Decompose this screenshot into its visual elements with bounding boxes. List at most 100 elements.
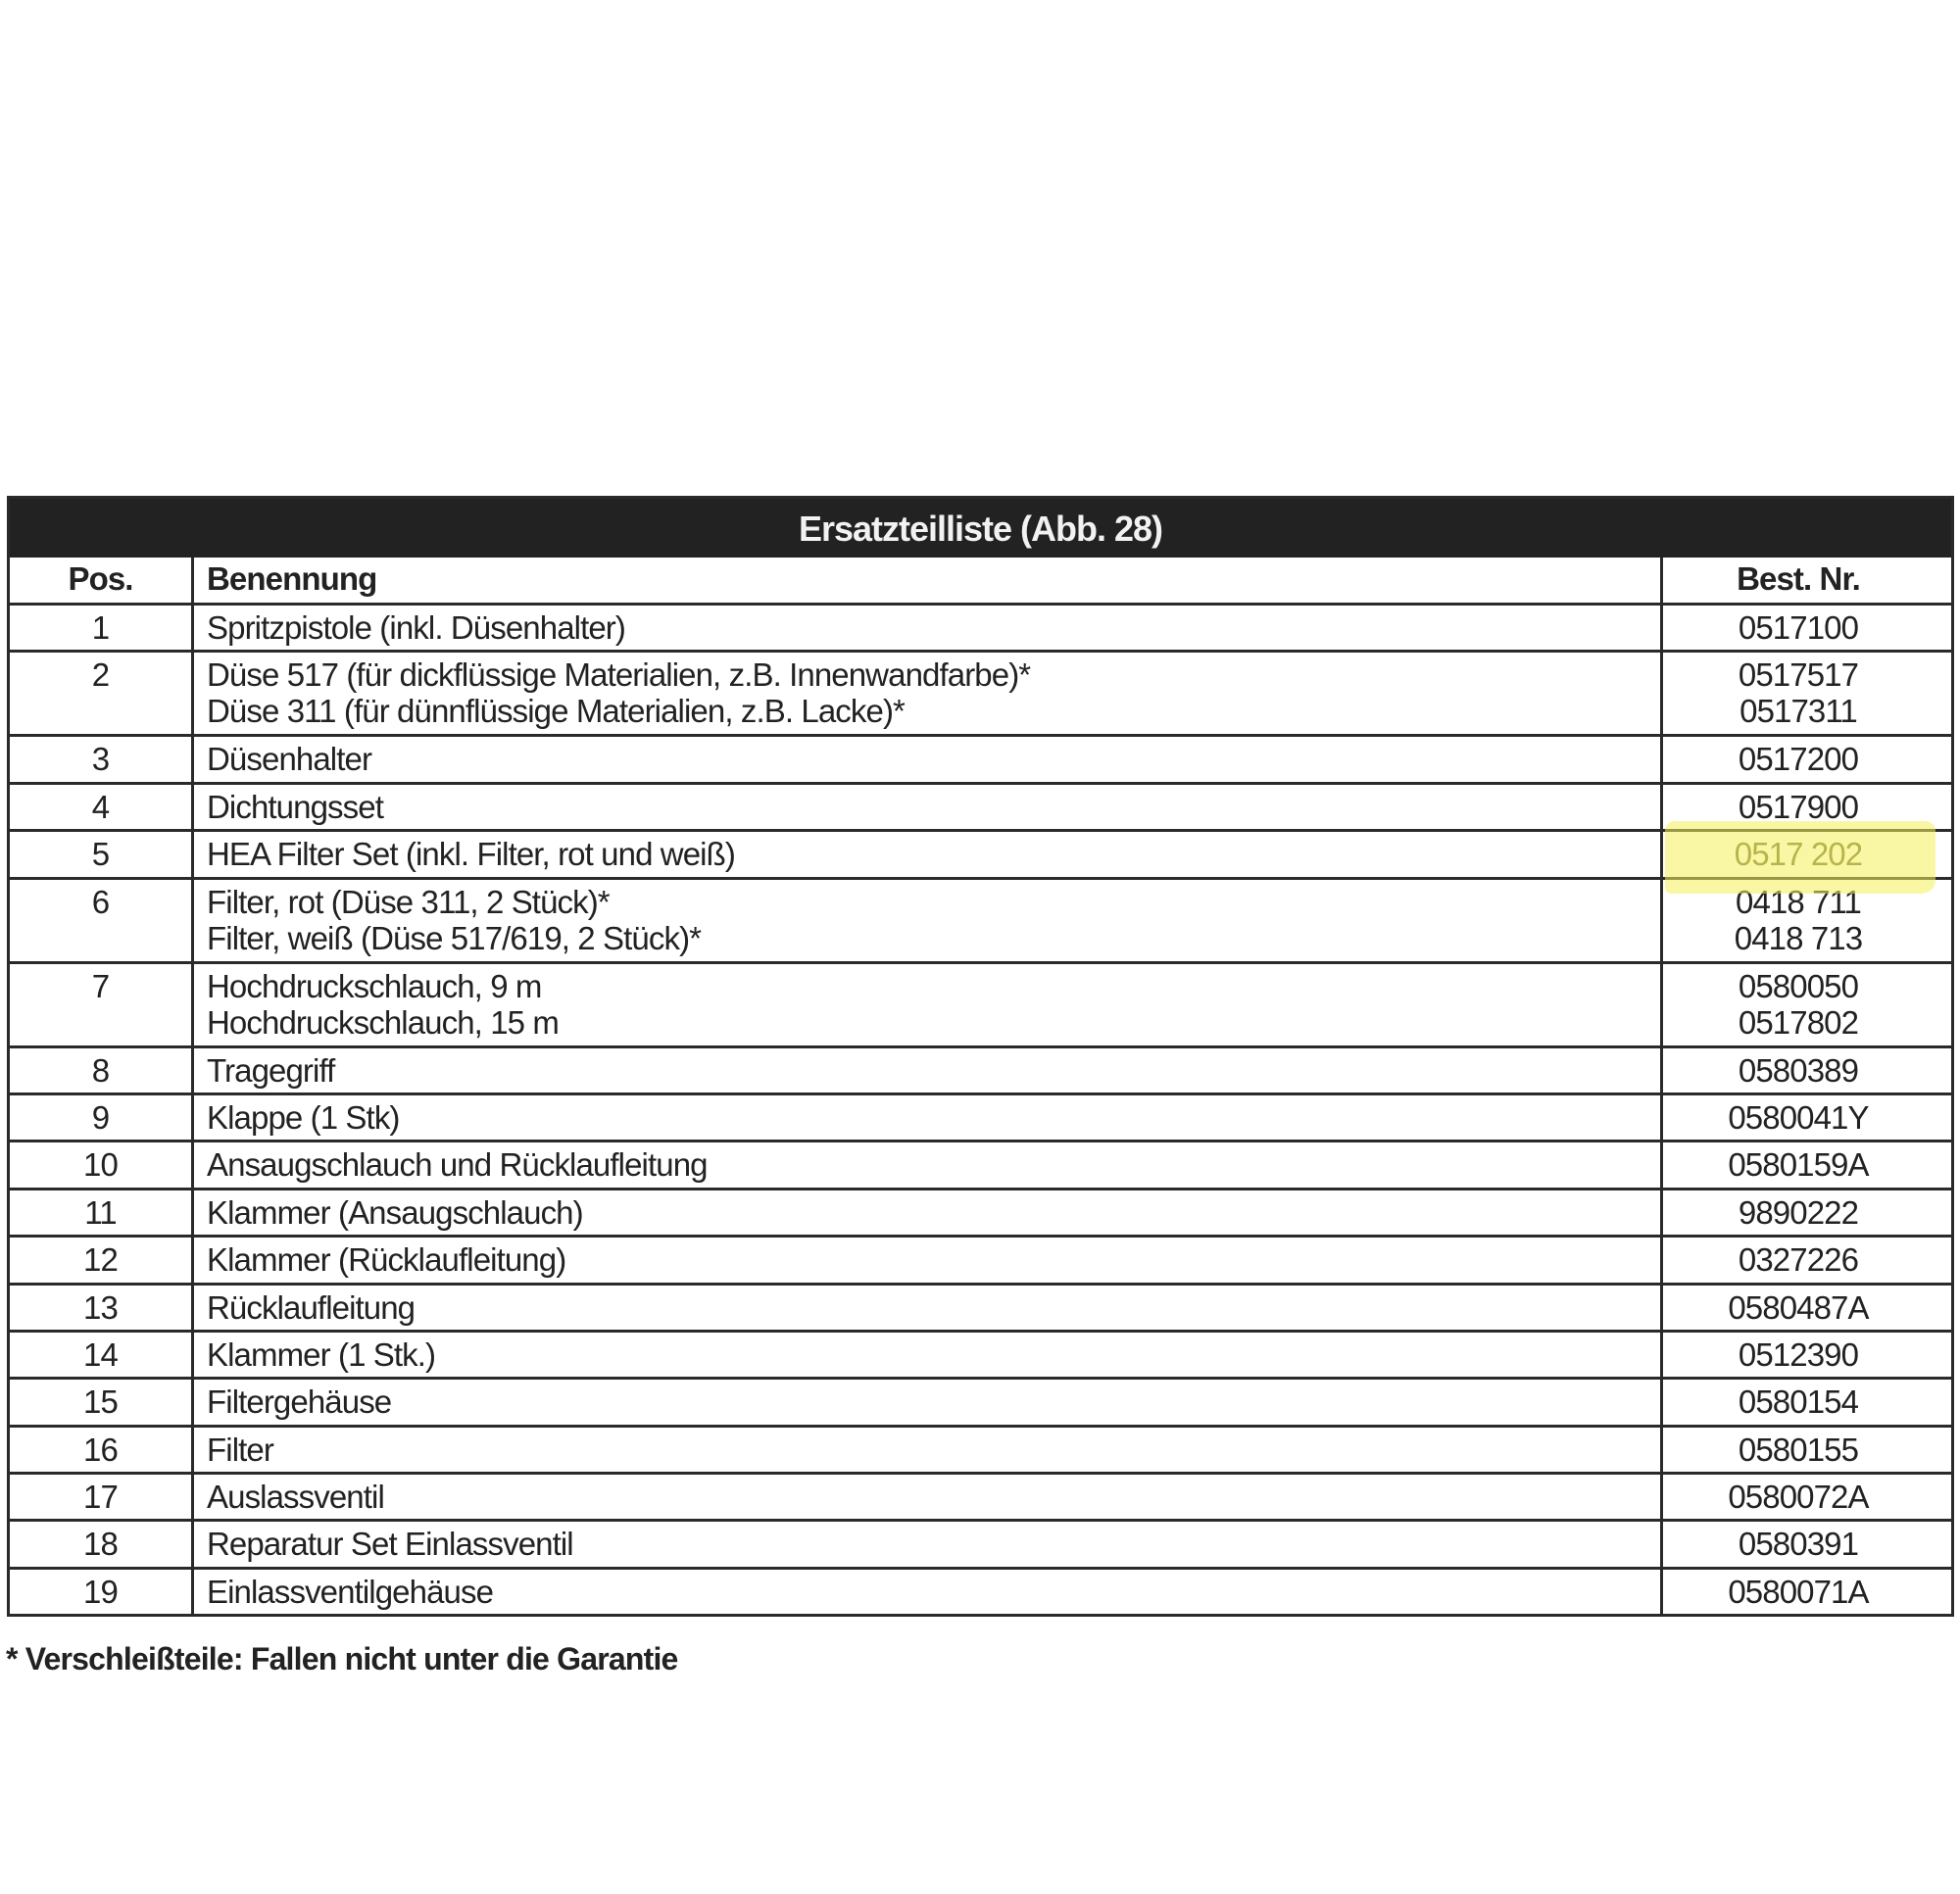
order-number: 9890222 xyxy=(1738,1193,1859,1231)
part-name: Reparatur Set Einlassventil xyxy=(207,1526,574,1563)
part-name: Klammer (1 Stk.) xyxy=(207,1336,436,1373)
table-row: 7 Hochdruckschlauch, 9 m Hochdruckschlauch… xyxy=(10,960,1951,1045)
table-row: 1 Spritzpistole (inkl. Düsenhalter) 051710… xyxy=(10,603,1951,651)
cell-pos: 12 xyxy=(10,1238,194,1283)
cell-pos: 10 xyxy=(10,1142,194,1188)
cell-pos: 17 xyxy=(10,1475,194,1520)
order-number: 0517100 xyxy=(1738,609,1859,646)
order-number: 0580155 xyxy=(1738,1431,1859,1468)
cell-pos: 11 xyxy=(10,1190,194,1236)
cell-name: Tragegriff xyxy=(194,1047,1663,1093)
cell-name: Klappe (1 Stk) xyxy=(194,1094,1663,1141)
order-number: 0580050 xyxy=(1738,967,1859,1004)
order-number: 0580389 xyxy=(1738,1051,1859,1089)
order-number: 0517900 xyxy=(1738,788,1859,825)
order-number: 0418 711 xyxy=(1736,883,1862,920)
cell-order-number: 0418 711 0418 713 xyxy=(1663,880,1951,961)
cell-order-number: 0517517 0517311 xyxy=(1663,653,1951,734)
cell-order-number: 0517200 xyxy=(1663,737,1951,781)
cell-order-number: 0580041Y xyxy=(1663,1095,1951,1140)
cell-name: Hochdruckschlauch, 9 m Hochdruckschlauch,… xyxy=(194,963,1663,1045)
order-number: 0512390 xyxy=(1738,1336,1859,1373)
order-number: 0580487A xyxy=(1728,1288,1869,1326)
table-row: 19 Einlassventilgehäuse 0580071A xyxy=(10,1566,1951,1615)
cell-name: Reparatur Set Einlassventil xyxy=(194,1522,1663,1567)
table-row: 11 Klammer (Ansaugschlauch) 9890222 xyxy=(10,1187,1951,1236)
cell-order-number: 0580154 xyxy=(1663,1380,1951,1424)
order-number: 0580391 xyxy=(1738,1526,1859,1563)
part-name: Tragegriff xyxy=(207,1051,335,1089)
part-name: Düse 517 (für dickflüssige Materialien, … xyxy=(207,656,1031,694)
table-row: 2 Düse 517 (für dickflüssige Materialien,… xyxy=(10,650,1951,735)
cell-name: HEA Filter Set (inkl. Filter, rot und we… xyxy=(194,832,1663,877)
table-row: 3 Düsenhalter 0517200 xyxy=(10,734,1951,782)
cell-order-number: 9890222 xyxy=(1663,1190,1951,1235)
cell-name: Filter, rot (Düse 311, 2 Stück)* Filter, … xyxy=(194,879,1663,961)
part-name: Hochdruckschlauch, 9 m xyxy=(207,967,542,1004)
cell-order-number: 0512390 xyxy=(1663,1333,1951,1377)
order-number: 0517 202 xyxy=(1734,836,1863,873)
header-pos: Pos. xyxy=(10,558,194,603)
cell-pos: 15 xyxy=(10,1380,194,1425)
table-row: 18 Reparatur Set Einlassventil 0580391 xyxy=(10,1519,1951,1567)
cell-order-number: 0580072A xyxy=(1663,1475,1951,1519)
part-name: Filter, rot (Düse 311, 2 Stück)* xyxy=(207,883,611,920)
cell-order-number: 0580391 xyxy=(1663,1522,1951,1566)
table-row: 17 Auslassventil 0580072A xyxy=(10,1472,1951,1520)
table-row: 5 HEA Filter Set (inkl. Filter, rot und w… xyxy=(10,829,1951,877)
cell-pos: 16 xyxy=(10,1427,194,1473)
cell-pos: 18 xyxy=(10,1522,194,1567)
cell-pos: 1 xyxy=(10,606,194,651)
cell-pos: 19 xyxy=(10,1569,194,1615)
cell-pos: 2 xyxy=(10,653,194,735)
cell-order-number: 0327226 xyxy=(1663,1238,1951,1282)
table-row: 15 Filtergehäuse 0580154 xyxy=(10,1377,1951,1425)
cell-name: Einlassventilgehäuse xyxy=(194,1569,1663,1615)
cell-name: Dichtungsset xyxy=(194,784,1663,830)
cell-pos: 6 xyxy=(10,879,194,961)
table-row: 9 Klappe (1 Stk) 0580041Y xyxy=(10,1092,1951,1141)
cell-name: Düsenhalter xyxy=(194,737,1663,782)
table-row: 13 Rücklaufleitung 0580487A xyxy=(10,1282,1951,1330)
order-number: 0580072A xyxy=(1728,1479,1869,1516)
table-row: 6 Filter, rot (Düse 311, 2 Stück)* Filter,… xyxy=(10,876,1951,961)
part-name: Filter xyxy=(207,1431,274,1468)
cell-pos: 4 xyxy=(10,784,194,830)
header-name: Benennung xyxy=(194,558,1663,603)
cell-pos: 5 xyxy=(10,832,194,877)
cell-name: Düse 517 (für dickflüssige Materialien, … xyxy=(194,653,1663,735)
cell-pos: 3 xyxy=(10,737,194,782)
order-number: 0517200 xyxy=(1738,741,1859,778)
part-name: Klammer (Ansaugschlauch) xyxy=(207,1193,584,1231)
cell-name: Ansaugschlauch und Rücklaufleitung xyxy=(194,1142,1663,1188)
cell-name: Klammer (Ansaugschlauch) xyxy=(194,1190,1663,1236)
cell-name: Spritzpistole (inkl. Düsenhalter) xyxy=(194,606,1663,651)
table-body: 1 Spritzpistole (inkl. Düsenhalter) 051710… xyxy=(10,603,1951,1615)
header-order-number: Best. Nr. xyxy=(1737,560,1861,597)
order-number: 0580041Y xyxy=(1728,1098,1869,1136)
part-name: Düsenhalter xyxy=(207,741,372,778)
cell-pos: 9 xyxy=(10,1094,194,1141)
cell-order-number: 0580389 xyxy=(1663,1048,1951,1093)
part-name: Filtergehäuse xyxy=(207,1384,392,1421)
order-number: 0517517 xyxy=(1738,656,1859,694)
part-name: Auslassventil xyxy=(207,1479,385,1516)
cell-order-number: 0517900 xyxy=(1663,785,1951,829)
part-name: Spritzpistole (inkl. Düsenhalter) xyxy=(207,609,626,646)
spare-parts-table: Ersatzteilliste (Abb. 28) Pos. Benennung… xyxy=(7,496,1954,1618)
cell-name: Auslassventil xyxy=(194,1475,1663,1520)
cell-name: Rücklaufleitung xyxy=(194,1285,1663,1330)
part-name: Filter, weiß (Düse 517/619, 2 Stück)* xyxy=(207,919,702,956)
table-row: 14 Klammer (1 Stk.) 0512390 xyxy=(10,1329,1951,1378)
cell-order-number: 0580155 xyxy=(1663,1428,1951,1472)
order-number: 0517802 xyxy=(1738,1003,1859,1041)
cell-order-number: 0580071A xyxy=(1663,1570,1951,1614)
cell-order-number: 0580159A xyxy=(1663,1142,1951,1187)
order-number: 0327226 xyxy=(1738,1241,1859,1279)
table-row: 12 Klammer (Rücklaufleitung) 0327226 xyxy=(10,1235,1951,1283)
cell-name: Filtergehäuse xyxy=(194,1380,1663,1425)
cell-order-number: 0580487A xyxy=(1663,1286,1951,1330)
cell-name: Filter xyxy=(194,1427,1663,1473)
table-title: Ersatzteilliste (Abb. 28) xyxy=(10,499,1951,558)
table-row: 8 Tragegriff 0580389 xyxy=(10,1044,1951,1093)
